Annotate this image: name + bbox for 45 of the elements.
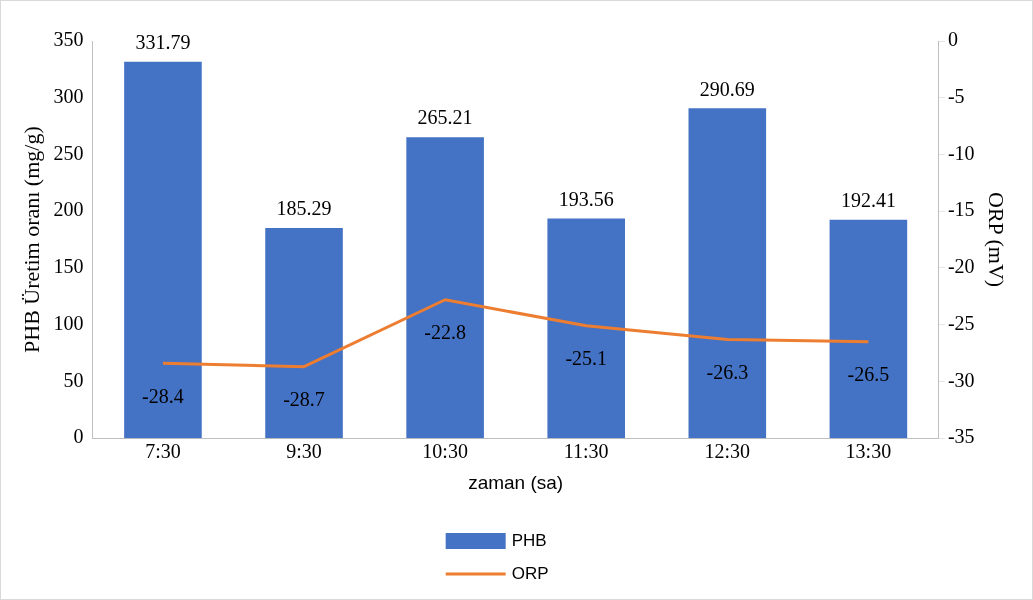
y2-tick-label: 0	[947, 28, 958, 51]
x-tick-label: 12:30	[704, 440, 751, 463]
bar	[688, 108, 767, 439]
bar	[547, 218, 626, 439]
data-label: -26.5	[847, 362, 890, 385]
y2-tick-label: -20	[947, 255, 975, 278]
data-label: -28.4	[142, 384, 184, 407]
data-label: 185.29	[276, 197, 332, 220]
data-label: 265.21	[417, 106, 473, 129]
x-tick-label: 7:30	[145, 440, 181, 463]
data-label: 331.79	[135, 30, 191, 53]
y-axis-title: PHB Üretim oranı (mg/g)	[18, 126, 44, 353]
data-label: -26.3	[706, 360, 749, 383]
y-tick-label: 300	[53, 84, 84, 107]
y2-tick-label: -25	[947, 311, 975, 334]
x-tick-label: 10:30	[422, 440, 468, 463]
data-label: 192.41	[840, 189, 896, 212]
bar	[124, 61, 202, 439]
y2-tick-label: -5	[947, 84, 965, 107]
bar	[829, 219, 908, 439]
y-tick-label: 50	[63, 368, 84, 391]
y2-axis-title: ORP (mV)	[984, 192, 1010, 288]
data-label: 290.69	[699, 77, 755, 100]
x-axis-title: zaman (sa)	[468, 471, 564, 493]
y-tick-label: 150	[53, 255, 84, 278]
data-label: -28.7	[283, 387, 325, 410]
data-label: -25.1	[565, 347, 608, 370]
y-tick-label: 0	[73, 425, 84, 448]
data-label: 193.56	[558, 187, 614, 210]
y2-tick-label: -10	[947, 141, 975, 164]
bar	[406, 137, 484, 439]
y2-tick-label: -15	[947, 198, 975, 221]
legend-label: ORP	[511, 563, 549, 583]
y-tick-label: 250	[53, 141, 84, 164]
y-tick-label: 200	[53, 198, 84, 221]
bar	[265, 227, 343, 439]
x-tick-label: 11:30	[563, 440, 609, 463]
y2-tick-label: -30	[947, 368, 975, 391]
y-tick-label: 100	[53, 311, 84, 334]
x-tick-label: 13:30	[845, 440, 892, 463]
x-tick-label: 9:30	[286, 440, 322, 463]
data-label: -22.8	[424, 321, 466, 343]
legend-label: PHB	[511, 530, 547, 550]
y2-tick-label: -35	[947, 425, 975, 448]
y-tick-label: 350	[53, 28, 84, 51]
